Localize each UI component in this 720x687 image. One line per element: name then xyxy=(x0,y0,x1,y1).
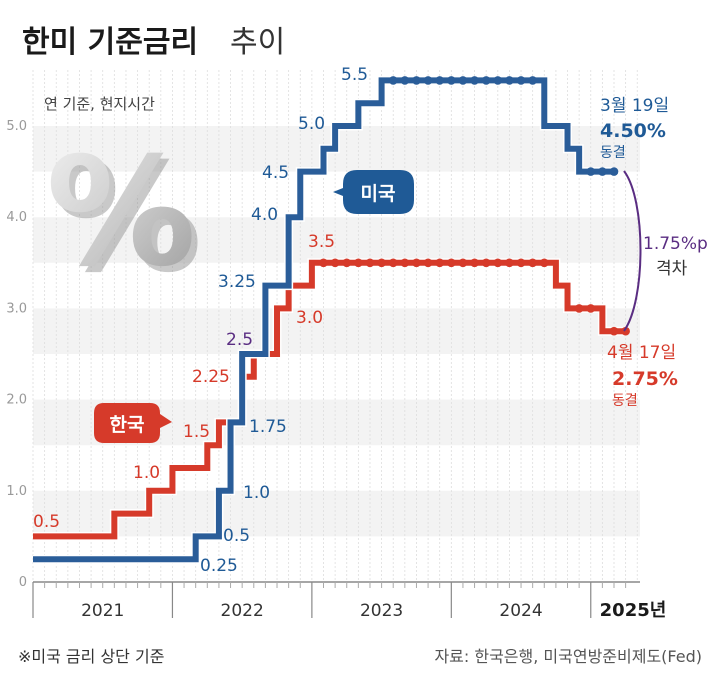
us-hold-dot xyxy=(388,76,398,85)
us-value-label: 5.5 xyxy=(341,65,368,85)
percent-symbol: % xyxy=(46,126,196,300)
us-value-label: 2.5 xyxy=(226,330,253,350)
source-note: 자료: 한국은행, 미국연방준비제도(Fed) xyxy=(434,647,702,666)
korea-hold-dot xyxy=(505,258,514,268)
us-latest-rate: 4.50% xyxy=(600,120,666,142)
kr-latest-status: 동결 xyxy=(612,393,638,409)
us-latest-date: 3월 19일 xyxy=(600,96,669,116)
us-hold-dot xyxy=(505,76,514,85)
us-hold-dot xyxy=(598,167,607,176)
legend-us: 미국 xyxy=(333,170,414,214)
us-hold-dot xyxy=(586,167,596,176)
us-hold-dot xyxy=(435,76,445,85)
korea-value-label: 2.25 xyxy=(192,367,230,387)
legend-us-label: 미국 xyxy=(361,183,396,205)
korea-hold-dot xyxy=(458,258,468,268)
us-value-label: 1.75 xyxy=(249,417,287,437)
us-value-label: 3.25 xyxy=(218,272,256,292)
korea-rate-line xyxy=(33,259,626,540)
us-value-label: 4.5 xyxy=(262,163,289,183)
korea-value-label: 1.0 xyxy=(133,463,160,483)
korea-hold-dot xyxy=(609,326,619,336)
korea-hold-dot xyxy=(539,258,549,268)
legend-korea: 한국 xyxy=(94,403,172,443)
background-band xyxy=(33,308,640,354)
y-tick-label: 4.0 xyxy=(6,210,27,225)
us-hold-dot xyxy=(516,76,526,85)
x-tick-label: 2021 xyxy=(81,601,124,621)
background-band xyxy=(33,217,640,263)
korea-hold-dot xyxy=(621,326,630,336)
us-hold-dot xyxy=(609,167,619,176)
x-tick-label: 2025년 xyxy=(600,600,667,621)
us-value-label: 0.25 xyxy=(200,556,238,576)
subtitle: 연 기준, 현지시간 xyxy=(44,95,155,113)
us-hold-dot xyxy=(528,76,537,85)
us-hold-dot xyxy=(493,76,503,85)
us-hold-dot xyxy=(423,76,433,85)
us-latest-status: 동결 xyxy=(600,145,626,161)
chart-title: 한미 기준금리 xyxy=(22,25,198,60)
us-value-label: 5.0 xyxy=(298,114,325,134)
us-hold-dot xyxy=(447,76,456,85)
kr-latest-rate: 2.75% xyxy=(612,368,678,390)
us-hold-dot xyxy=(412,76,421,85)
gap-label: 격차 xyxy=(656,259,688,279)
korea-hold-dot xyxy=(528,258,537,268)
korea-hold-dot xyxy=(377,258,386,268)
x-axis: 2021 2022 2023 2024 2025년 xyxy=(32,582,667,621)
korea-hold-dot xyxy=(342,258,352,268)
y-tick-label: 0 xyxy=(19,575,27,590)
korea-hold-dot xyxy=(493,258,503,268)
korea-hold-dot xyxy=(388,258,398,268)
us-rate-line xyxy=(33,77,614,563)
korea-hold-dot xyxy=(435,258,445,268)
korea-hold-dot xyxy=(365,258,375,268)
korea-hold-dot xyxy=(470,258,479,268)
gap-value: 1.75%p xyxy=(643,234,708,254)
korea-hold-dot xyxy=(400,258,410,268)
korea-hold-dot xyxy=(586,304,596,313)
x-tick-label: 2023 xyxy=(360,601,403,621)
us-hold-dot xyxy=(458,76,468,85)
korea-value-label: 0.5 xyxy=(33,512,60,532)
korea-hold-dot xyxy=(354,258,363,268)
us-hold-dot xyxy=(481,76,491,85)
us-value-label: 1.0 xyxy=(243,483,270,503)
y-tick-label: 3.0 xyxy=(6,301,27,316)
chart-title-suffix: 추이 xyxy=(230,25,285,60)
percent-symbol-shadow: % xyxy=(52,132,202,306)
korea-hold-dot xyxy=(330,258,340,268)
korea-hold-dot xyxy=(319,258,328,268)
x-tick-label: 2022 xyxy=(221,601,264,621)
kr-latest-date: 4월 17일 xyxy=(607,343,676,363)
footnote: ※미국 금리 상단 기준 xyxy=(18,647,164,666)
korea-value-label: 3.0 xyxy=(296,308,323,328)
us-hold-dot xyxy=(470,76,479,85)
korea-value-label: 3.5 xyxy=(308,232,335,252)
gap-bracket xyxy=(623,170,642,332)
us-hold-dot xyxy=(400,76,410,85)
korea-hold-dot xyxy=(516,258,526,268)
legend-korea-label: 한국 xyxy=(110,414,145,436)
us-value-label: 0.5 xyxy=(223,526,250,546)
korea-hold-dot xyxy=(481,258,491,268)
us-value-label: 4.0 xyxy=(251,205,278,225)
korea-hold-dot xyxy=(412,258,421,268)
y-tick-label: 1.0 xyxy=(6,484,27,499)
y-axis-ticks: 0 1.0 2.0 3.0 4.0 5.0 xyxy=(6,119,27,590)
x-tick-label: 2024 xyxy=(499,601,542,621)
korea-hold-dot xyxy=(447,258,456,268)
korea-value-label: 1.5 xyxy=(183,422,210,442)
korea-hold-dot xyxy=(423,258,433,268)
korea-hold-dot xyxy=(574,304,584,313)
y-tick-label: 2.0 xyxy=(6,393,27,408)
y-tick-label: 5.0 xyxy=(6,119,27,134)
